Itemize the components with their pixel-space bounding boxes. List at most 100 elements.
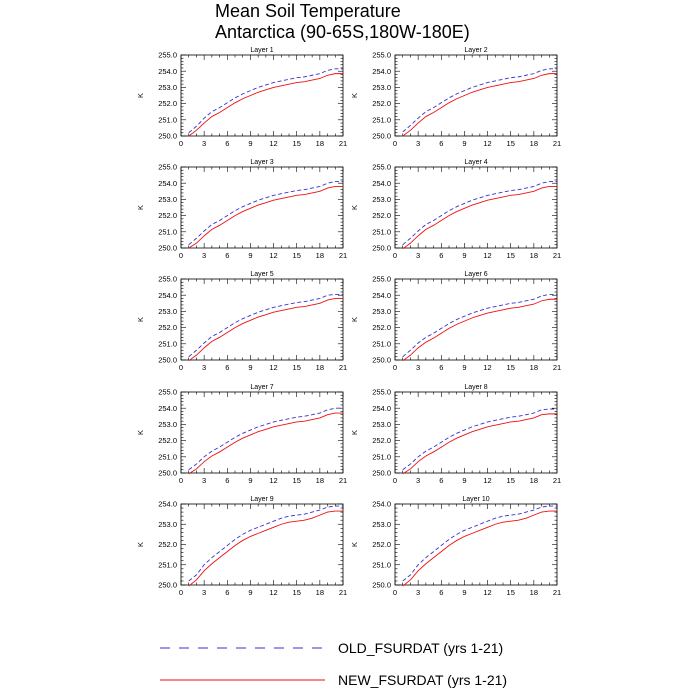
x-tick-label: 12 xyxy=(269,588,277,597)
x-tick-label: 15 xyxy=(293,476,301,485)
x-tick-label: 18 xyxy=(530,139,538,148)
series-line-new xyxy=(188,73,343,137)
x-tick-label: 6 xyxy=(225,476,229,485)
panel-frame xyxy=(394,166,558,249)
y-axis-label: K xyxy=(136,542,145,547)
series-line-old xyxy=(402,505,557,582)
series-line-new xyxy=(188,412,343,475)
y-tick-label: 252.0 xyxy=(158,211,177,220)
x-tick-label: 12 xyxy=(483,476,491,485)
x-tick-label: 18 xyxy=(316,251,324,260)
x-tick-label: 6 xyxy=(439,251,443,260)
y-tick-label: 253.0 xyxy=(372,195,391,204)
figure-title-line2: Antarctica (90-65S,180W-180E) xyxy=(215,22,470,42)
x-tick-label: 9 xyxy=(462,588,466,597)
y-tick-label: 253.0 xyxy=(158,83,177,92)
x-tick-label: 21 xyxy=(553,476,561,485)
x-tick-label: 12 xyxy=(269,139,277,148)
x-tick-label: 15 xyxy=(293,588,301,597)
y-tick-label: 251.0 xyxy=(372,339,391,348)
panel-layer-6: Layer 6 K 0 3 6 9 12 15 18 21 250.0 251.0 252.0 253.0… xyxy=(350,271,561,372)
y-tick-label: 255.0 xyxy=(158,51,177,60)
x-tick-label: 18 xyxy=(316,588,324,597)
x-tick-label: 18 xyxy=(316,139,324,148)
y-tick-label: 254.0 xyxy=(372,291,391,300)
x-tick-label: 21 xyxy=(339,476,347,485)
panel-frame xyxy=(394,503,558,586)
x-tick-label: 12 xyxy=(269,251,277,260)
y-tick-label: 251.0 xyxy=(372,560,391,569)
panel-title: Layer 9 xyxy=(250,496,273,503)
y-tick-label: 253.0 xyxy=(158,420,177,429)
y-tick-label: 254.0 xyxy=(158,404,177,413)
y-tick-label: 253.0 xyxy=(158,520,177,529)
legend: OLD_FSURDAT (yrs 1-21) NEW_FSURDAT (yrs … xyxy=(160,640,507,688)
series-line-old xyxy=(188,407,343,471)
x-tick-label: 9 xyxy=(462,476,466,485)
y-tick-label: 253.0 xyxy=(372,520,391,529)
y-tick-label: 253.0 xyxy=(158,195,177,204)
y-tick-label: 252.0 xyxy=(158,323,177,332)
y-axis-label: K xyxy=(136,205,145,210)
y-axis-label: K xyxy=(350,205,359,210)
x-tick-label: 12 xyxy=(483,588,491,597)
x-tick-label: 15 xyxy=(507,139,515,148)
panel-layer-10: Layer 10 K 0 3 6 9 12 15 18 21 250.0 251.0 252.0 253.… xyxy=(350,496,561,597)
y-tick-label: 255.0 xyxy=(372,163,391,172)
x-tick-label: 21 xyxy=(553,588,561,597)
panel-frame xyxy=(180,54,344,137)
panels: Layer 1 K 0 3 6 9 12 15 18 21 250.0 251.0 252.0 253.0… xyxy=(136,47,561,597)
series-line-new xyxy=(402,510,557,587)
series-line-new xyxy=(188,510,343,587)
y-tick-label: 253.0 xyxy=(158,307,177,316)
series-line-old xyxy=(188,505,343,582)
panel-layer-2: Layer 2 K 0 3 6 9 12 15 18 21 250.0 251.0 252.0 253.0… xyxy=(350,47,561,148)
y-tick-label: 251.0 xyxy=(372,452,391,461)
y-tick-label: 250.0 xyxy=(158,581,177,590)
panel-layer-4: Layer 4 K 0 3 6 9 12 15 18 21 250.0 251.0 252.0 253.0… xyxy=(350,159,561,260)
panel-frame xyxy=(180,166,344,249)
panel-frame xyxy=(394,391,558,474)
panel-title: Layer 6 xyxy=(464,271,487,278)
x-tick-label: 21 xyxy=(339,363,347,372)
y-axis-label: K xyxy=(350,93,359,98)
x-tick-label: 6 xyxy=(225,588,229,597)
x-tick-label: 0 xyxy=(179,139,183,148)
series-line-new xyxy=(402,73,557,137)
x-tick-label: 0 xyxy=(179,363,183,372)
panel-title: Layer 5 xyxy=(250,271,273,278)
x-tick-label: 0 xyxy=(393,251,397,260)
y-tick-label: 252.0 xyxy=(372,99,391,108)
x-tick-label: 0 xyxy=(393,588,397,597)
x-tick-label: 9 xyxy=(248,139,252,148)
y-tick-label: 254.0 xyxy=(372,500,391,509)
y-tick-label: 255.0 xyxy=(372,51,391,60)
y-tick-label: 252.0 xyxy=(372,323,391,332)
y-axis-label: K xyxy=(350,430,359,435)
x-tick-label: 3 xyxy=(416,363,420,372)
y-tick-label: 250.0 xyxy=(372,132,391,141)
x-tick-label: 18 xyxy=(316,476,324,485)
x-tick-label: 6 xyxy=(439,588,443,597)
series-line-new xyxy=(188,297,343,362)
x-tick-label: 9 xyxy=(462,251,466,260)
legend-label-new: NEW_FSURDAT (yrs 1-21) xyxy=(338,672,507,688)
y-tick-label: 250.0 xyxy=(158,356,177,365)
x-tick-label: 9 xyxy=(462,139,466,148)
y-tick-label: 252.0 xyxy=(372,436,391,445)
panel-layer-7: Layer 7 K 0 3 6 9 12 15 18 21 250.0 251.0 252.0 253.0… xyxy=(136,384,347,485)
y-tick-label: 252.0 xyxy=(158,540,177,549)
y-axis-label: K xyxy=(136,93,145,98)
y-tick-label: 250.0 xyxy=(372,244,391,253)
series-line-new xyxy=(402,413,557,475)
series-line-new xyxy=(402,298,557,362)
series-line-old xyxy=(188,293,343,358)
y-tick-label: 255.0 xyxy=(158,275,177,284)
x-tick-label: 15 xyxy=(507,363,515,372)
y-tick-label: 255.0 xyxy=(372,275,391,284)
panel-title: Layer 2 xyxy=(464,47,487,54)
series-line-old xyxy=(402,293,557,358)
series-line-old xyxy=(402,68,557,133)
y-tick-label: 252.0 xyxy=(372,540,391,549)
x-tick-label: 9 xyxy=(462,363,466,372)
